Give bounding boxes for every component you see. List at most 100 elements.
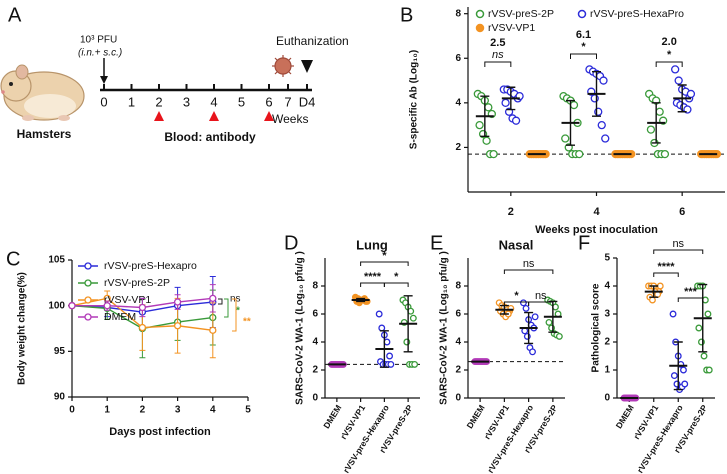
y-tick-label: 2: [604, 337, 610, 348]
data-point: [660, 149, 670, 159]
x-tick-label: 2: [140, 405, 146, 416]
x-tick-label: rVSV-preS-Hexapro: [635, 403, 685, 474]
hamster-icon: [0, 64, 85, 121]
data-point: [695, 324, 703, 332]
timeline-label: 3: [183, 94, 190, 109]
data-point: [704, 310, 712, 318]
x-tick-label: DMEM: [321, 403, 343, 430]
data-point: [522, 304, 530, 312]
route: (i.n.+ s.c.): [78, 48, 122, 59]
x-tick-label: 2: [508, 206, 514, 218]
y-tick-label: 0: [604, 393, 610, 404]
data-point: [545, 318, 553, 326]
significance-label: ns: [523, 258, 535, 270]
significance-label: *: [667, 49, 672, 61]
data-point: [484, 103, 493, 112]
data-point: [700, 352, 708, 360]
y-tick-label: 90: [54, 392, 66, 403]
significance-bracket: [224, 298, 229, 318]
significance-label: ***: [684, 286, 698, 298]
y-tick-label: 4: [312, 337, 318, 348]
blood-sampling-markers: [154, 111, 274, 121]
x-tick-label: 3: [175, 405, 181, 416]
data-point: [674, 76, 683, 85]
data-point: [561, 134, 570, 143]
significance-label: *: [581, 41, 586, 53]
significance-bracket: [360, 282, 385, 287]
legend-marker: [577, 9, 587, 19]
x-tick-label: 4: [593, 206, 600, 218]
legend-marker: [84, 262, 92, 270]
y-tick-label: 1: [604, 365, 610, 376]
data-point: [138, 303, 147, 312]
data-point: [482, 136, 491, 145]
significance-label: ns: [535, 290, 547, 302]
y-tick-label: 95: [54, 346, 66, 357]
significance-label: *: [236, 306, 240, 317]
x-tick-label: 5: [245, 405, 251, 416]
data-point: [569, 100, 579, 110]
data-point: [209, 326, 217, 334]
y-tick-label: 2: [455, 142, 461, 153]
significance-bracket: [360, 261, 409, 266]
virus-icon: [272, 55, 294, 77]
timeline-label: D4: [299, 94, 316, 109]
x-tick-label: DMEM: [614, 403, 636, 430]
legend-marker: [84, 296, 92, 304]
y-axis-label: Body weight change(%): [17, 272, 28, 385]
data-point: [705, 366, 713, 374]
euthanization-marker: [301, 60, 313, 73]
x-axis-label: Days post infection: [109, 426, 211, 438]
timeline-label: 7: [284, 94, 291, 109]
significance-label: *: [514, 290, 519, 302]
data-point: [597, 120, 606, 130]
timeline-label: 4: [210, 94, 217, 109]
x-axis-label: Weeks post inoculation: [535, 224, 658, 236]
data-point: [649, 296, 656, 304]
y-tick-label: 8: [455, 8, 461, 19]
significance-label: ns: [672, 238, 684, 250]
x-tick-label: 4: [210, 405, 216, 416]
fold-change: 2.5: [490, 37, 505, 49]
data-point: [680, 366, 687, 374]
x-tick-label: 0: [69, 405, 75, 416]
timeline-label: 2: [155, 94, 162, 109]
legend-marker: [475, 9, 485, 19]
data-point: [411, 360, 419, 368]
data-point: [173, 322, 182, 330]
data-point: [669, 310, 677, 318]
data-point: [489, 149, 498, 159]
data-point: [475, 120, 484, 130]
legend-label: rVSV-preS-2P: [104, 277, 170, 289]
event-label: Euthanization: [276, 34, 349, 48]
data-point: [646, 125, 656, 134]
significance-bracket: [218, 298, 223, 305]
inoculation-arrowhead: [100, 76, 108, 84]
data-point: [670, 372, 678, 380]
data-point: [386, 352, 394, 360]
significance-label: ns: [492, 49, 504, 61]
data-point: [511, 116, 521, 125]
legend-marker: [84, 313, 92, 321]
significance-bracket: [503, 269, 554, 274]
y-tick-label: 4: [604, 281, 610, 292]
data-point: [686, 89, 696, 99]
significance-bracket: [655, 61, 683, 67]
y-tick-label: 8: [455, 281, 461, 292]
y-tick-label: 5: [604, 253, 610, 264]
timeline-unit: Weeks: [272, 112, 308, 126]
data-point: [501, 98, 510, 107]
dose: 10³ PFU: [80, 35, 117, 46]
y-tick-label: 100: [48, 300, 65, 311]
panel-label: D: [284, 232, 298, 254]
data-point: [656, 282, 664, 290]
data-point: [519, 299, 527, 307]
significance-label: ****: [657, 261, 675, 273]
data-point: [409, 314, 417, 322]
legend-marker: [475, 23, 485, 33]
y-tick-label: 0: [455, 393, 461, 404]
significance-label: *: [394, 271, 399, 283]
data-point: [531, 313, 539, 321]
y-tick-label: 4: [455, 337, 461, 348]
